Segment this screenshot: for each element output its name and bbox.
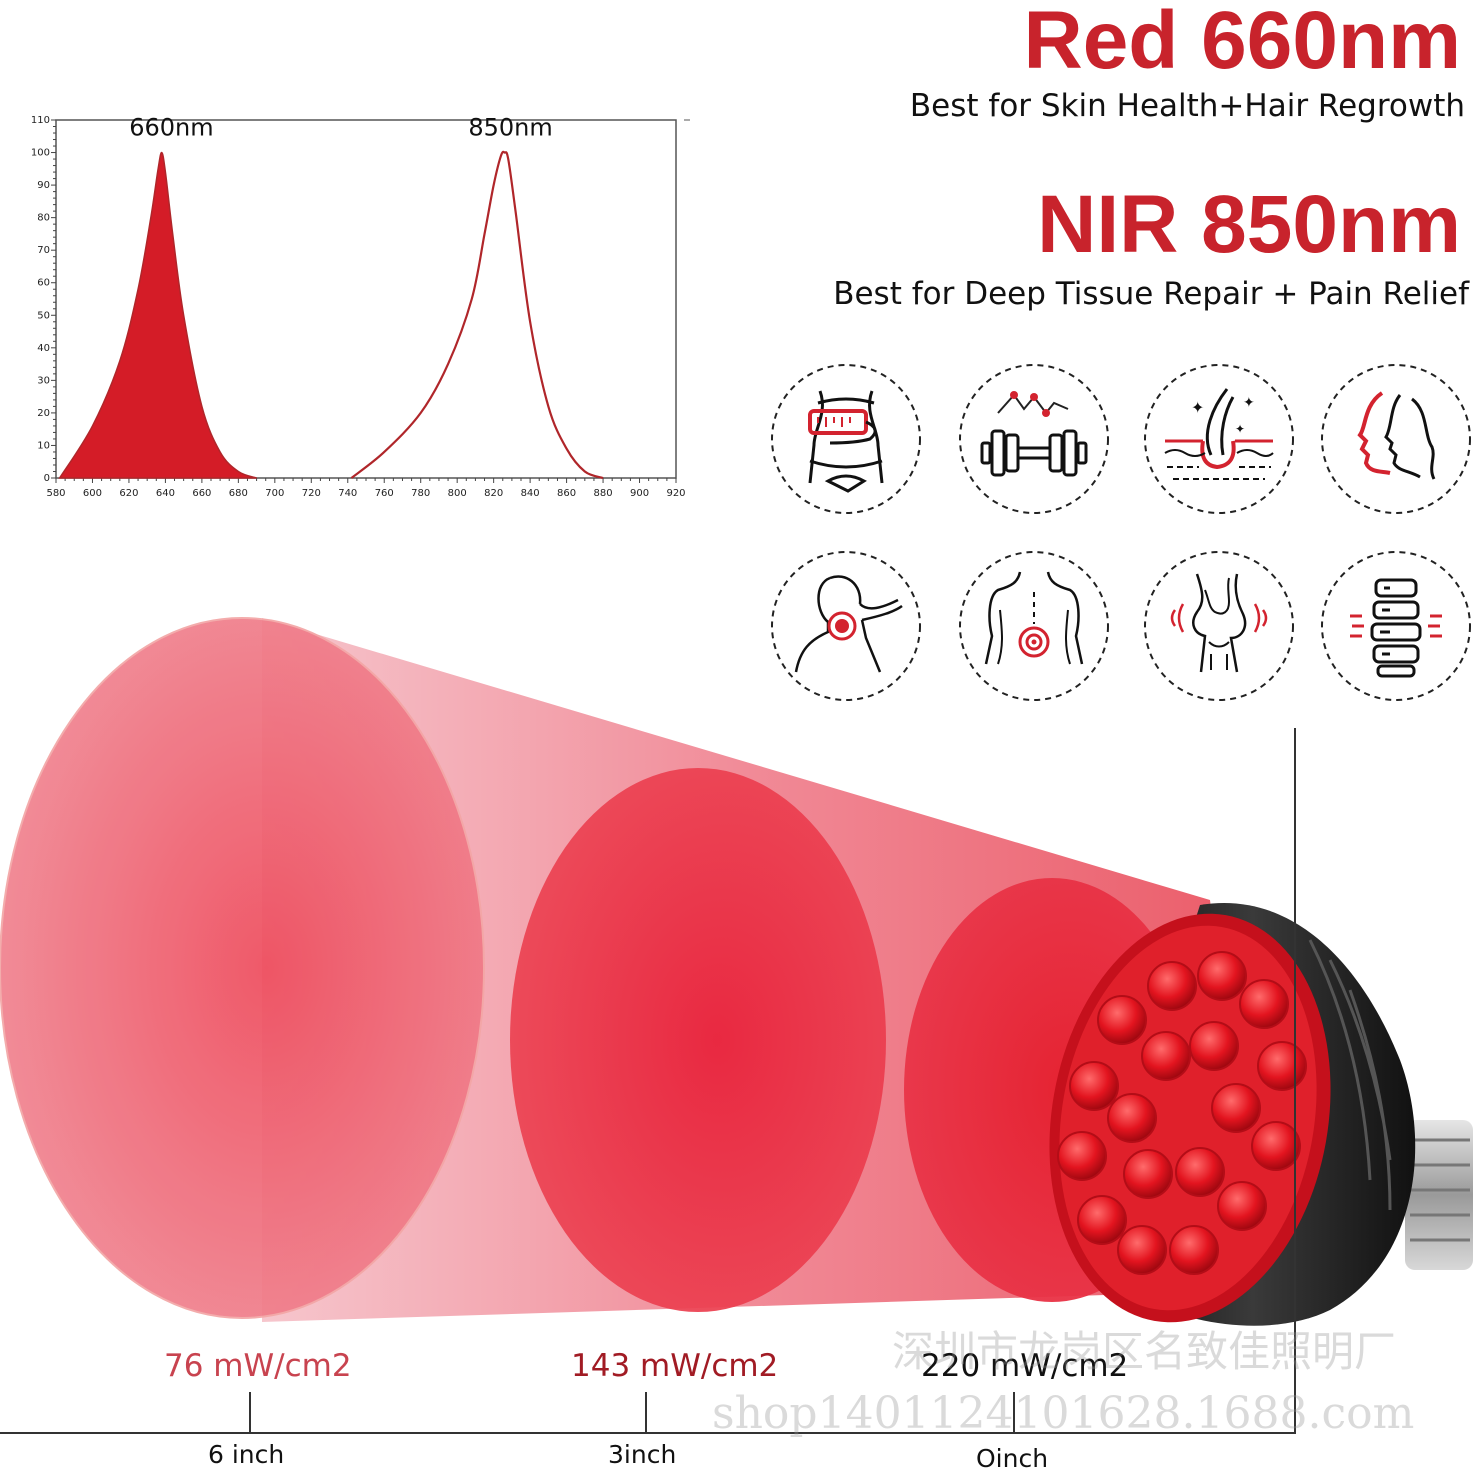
y-tick-label: 80 [37,213,50,224]
led-chip [1175,1147,1225,1197]
x-tick-label: 820 [484,488,503,499]
led-chip [1107,1093,1157,1143]
led-chip [1189,1021,1239,1071]
led-array [1057,951,1307,1275]
led-chip [1217,1181,1267,1231]
led-chip [1211,1083,1261,1133]
watermark-shop-name: 深圳市龙岗区名致佳照明厂 [892,1327,1397,1376]
led-chip [1123,1149,1173,1199]
x-tick-label: 900 [630,488,649,499]
hair-follicle-icon: ✦ ✦ ✦ [1143,363,1295,515]
spectrum-chart: 580 600 620 640 660 680 700 720 740 760 780 800 820 8… [31,114,690,499]
tick-3inch [645,1392,647,1432]
tick-6inch [249,1392,251,1432]
svg-text:✦: ✦ [1191,398,1204,417]
tick-0inch [1013,1392,1015,1432]
led-chip [1257,1041,1307,1091]
peak-label: 660nm [129,114,213,142]
led-chip [1117,1225,1167,1275]
x-tick-label: 640 [156,488,175,499]
watermark-shop-url: shop1401124101628.1688.com [712,1388,1415,1439]
led-chip [1169,1225,1219,1275]
power-label-6inch: 76 mW/cm2 [164,1348,352,1384]
peak-label: 850nm [468,114,552,142]
distance-baseline [0,1432,1296,1434]
distance-label-6inch: 6 inch [208,1440,285,1469]
y-tick-label: 70 [37,245,50,256]
x-tick-label: 780 [411,488,430,499]
headline-red: Red 660nm [1023,0,1461,86]
back-pain-icon [958,550,1110,702]
x-tick-label: 800 [448,488,467,499]
power-label-3inch: 143 mW/cm2 [571,1348,779,1384]
x-tick-label: 680 [229,488,248,499]
x-tick-label: 920 [666,488,685,499]
svg-text:✦: ✦ [1235,422,1245,436]
led-chip [1239,979,1289,1029]
y-tick-label: 20 [37,408,50,419]
headline-nir: NIR 850nm [1037,179,1461,270]
led-chip [1057,1131,1107,1181]
y-tick-label: 90 [37,180,50,191]
waist-measure-icon [770,363,922,515]
led-chip [1197,951,1247,1001]
subtitle-nir: Best for Deep Tissue Repair + Pain Relie… [833,276,1469,312]
power-label-0inch: 220 mW/cm2 [921,1348,1129,1384]
x-tick-label: 660 [192,488,211,499]
reference-line-vertical [1294,728,1296,1434]
x-tick-label: 700 [265,488,284,499]
distance-label-0inch: Oinch [976,1444,1049,1473]
light-beam-illustration [0,617,1473,1326]
series-660-area [58,151,257,479]
y-tick-label: 40 [37,343,50,354]
subtitle-red: Best for Skin Health+Hair Regrowth [909,88,1465,124]
knee-joint-icon [1143,550,1295,702]
face-profile-icon [1320,363,1472,515]
led-chip [1069,1061,1119,1111]
y-tick-label: 10 [37,440,50,451]
x-tick-label: 580 [46,488,65,499]
y-tick-label: 0 [44,473,50,484]
svg-text:✦: ✦ [1243,395,1255,411]
y-tick-label: 50 [37,310,50,321]
led-chip [1077,1195,1127,1245]
y-tick-label: 30 [37,375,50,386]
led-chip [1147,961,1197,1011]
led-chip [1097,995,1147,1045]
x-tick-label: 880 [594,488,613,499]
x-tick-label: 860 [557,488,576,499]
dumbbell-icon [958,363,1110,515]
x-tick-label: 840 [521,488,540,499]
led-chip [1141,1031,1191,1081]
x-tick-label: 760 [375,488,394,499]
x-tick-label: 720 [302,488,321,499]
distance-label-3inch: 3inch [608,1440,677,1469]
y-tick-label: 100 [31,148,50,159]
spine-icon [1320,550,1472,702]
y-tick-label: 110 [31,115,50,126]
x-tick-label: 740 [338,488,357,499]
led-chip [1251,1121,1301,1171]
x-tick-label: 600 [83,488,102,499]
y-tick-label: 60 [37,278,50,289]
series-850-line [350,150,604,480]
x-tick-label: 620 [119,488,138,499]
neck-pain-icon [770,550,922,702]
